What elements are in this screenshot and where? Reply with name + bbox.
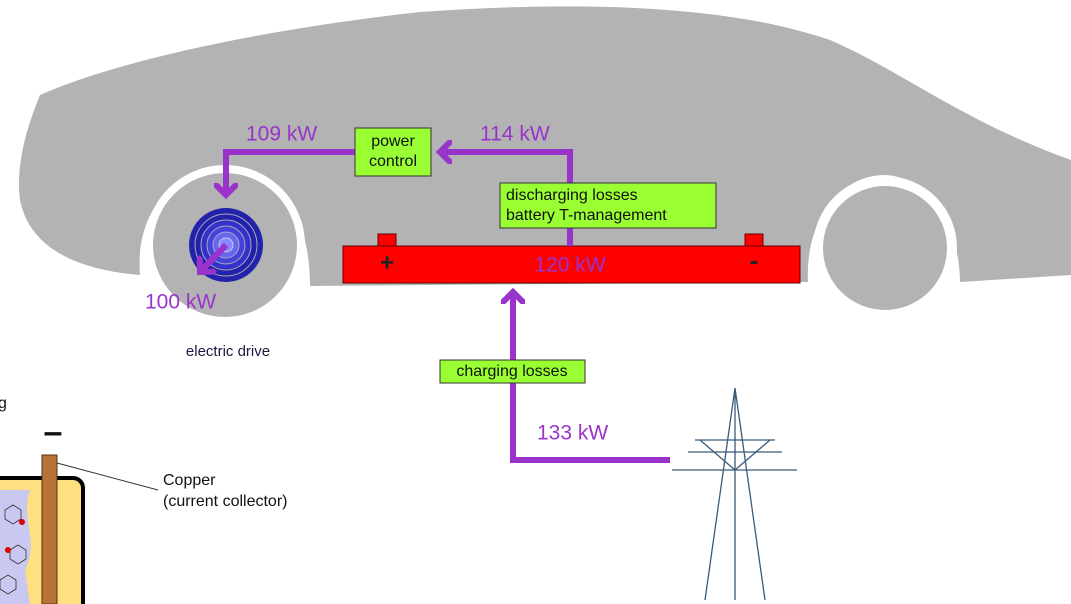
- arrow-charge: [513, 292, 670, 463]
- battery: [342, 245, 801, 284]
- caption: electric drive: [186, 343, 270, 360]
- callout: (current collector): [163, 493, 287, 510]
- box-text: battery T-management: [506, 207, 667, 224]
- ion: [5, 547, 11, 553]
- discharging-box: [499, 182, 717, 229]
- ion: [19, 519, 25, 525]
- copper: [41, 454, 58, 604]
- charging-box: [439, 359, 586, 384]
- callout-line: [56, 462, 159, 491]
- arrow-drive: [226, 149, 355, 195]
- arrow-output: [200, 242, 229, 272]
- power-control-box: [354, 127, 432, 177]
- flow-label: 109 kW: [246, 123, 317, 146]
- callout: Copper: [163, 472, 216, 489]
- box-text: control: [369, 153, 417, 170]
- car-body: [19, 6, 1071, 286]
- battery-power: 120 kW: [534, 254, 605, 277]
- terminal-plus: [377, 233, 397, 248]
- plus: +: [380, 249, 394, 276]
- graphite-lattice: [0, 504, 27, 595]
- box-text: power: [371, 133, 415, 150]
- flow-label: 133 kW: [537, 422, 608, 445]
- pylon: [672, 387, 797, 601]
- front-wheel: [823, 186, 947, 310]
- cut-text: g: [0, 395, 7, 412]
- box-text: charging losses: [456, 363, 567, 380]
- flow-label: 100 kW: [145, 291, 216, 314]
- flow-label: 114 kW: [480, 123, 550, 146]
- minus: -: [750, 245, 759, 275]
- box-text: discharging losses: [506, 187, 638, 204]
- inset-terminal: –: [44, 413, 63, 451]
